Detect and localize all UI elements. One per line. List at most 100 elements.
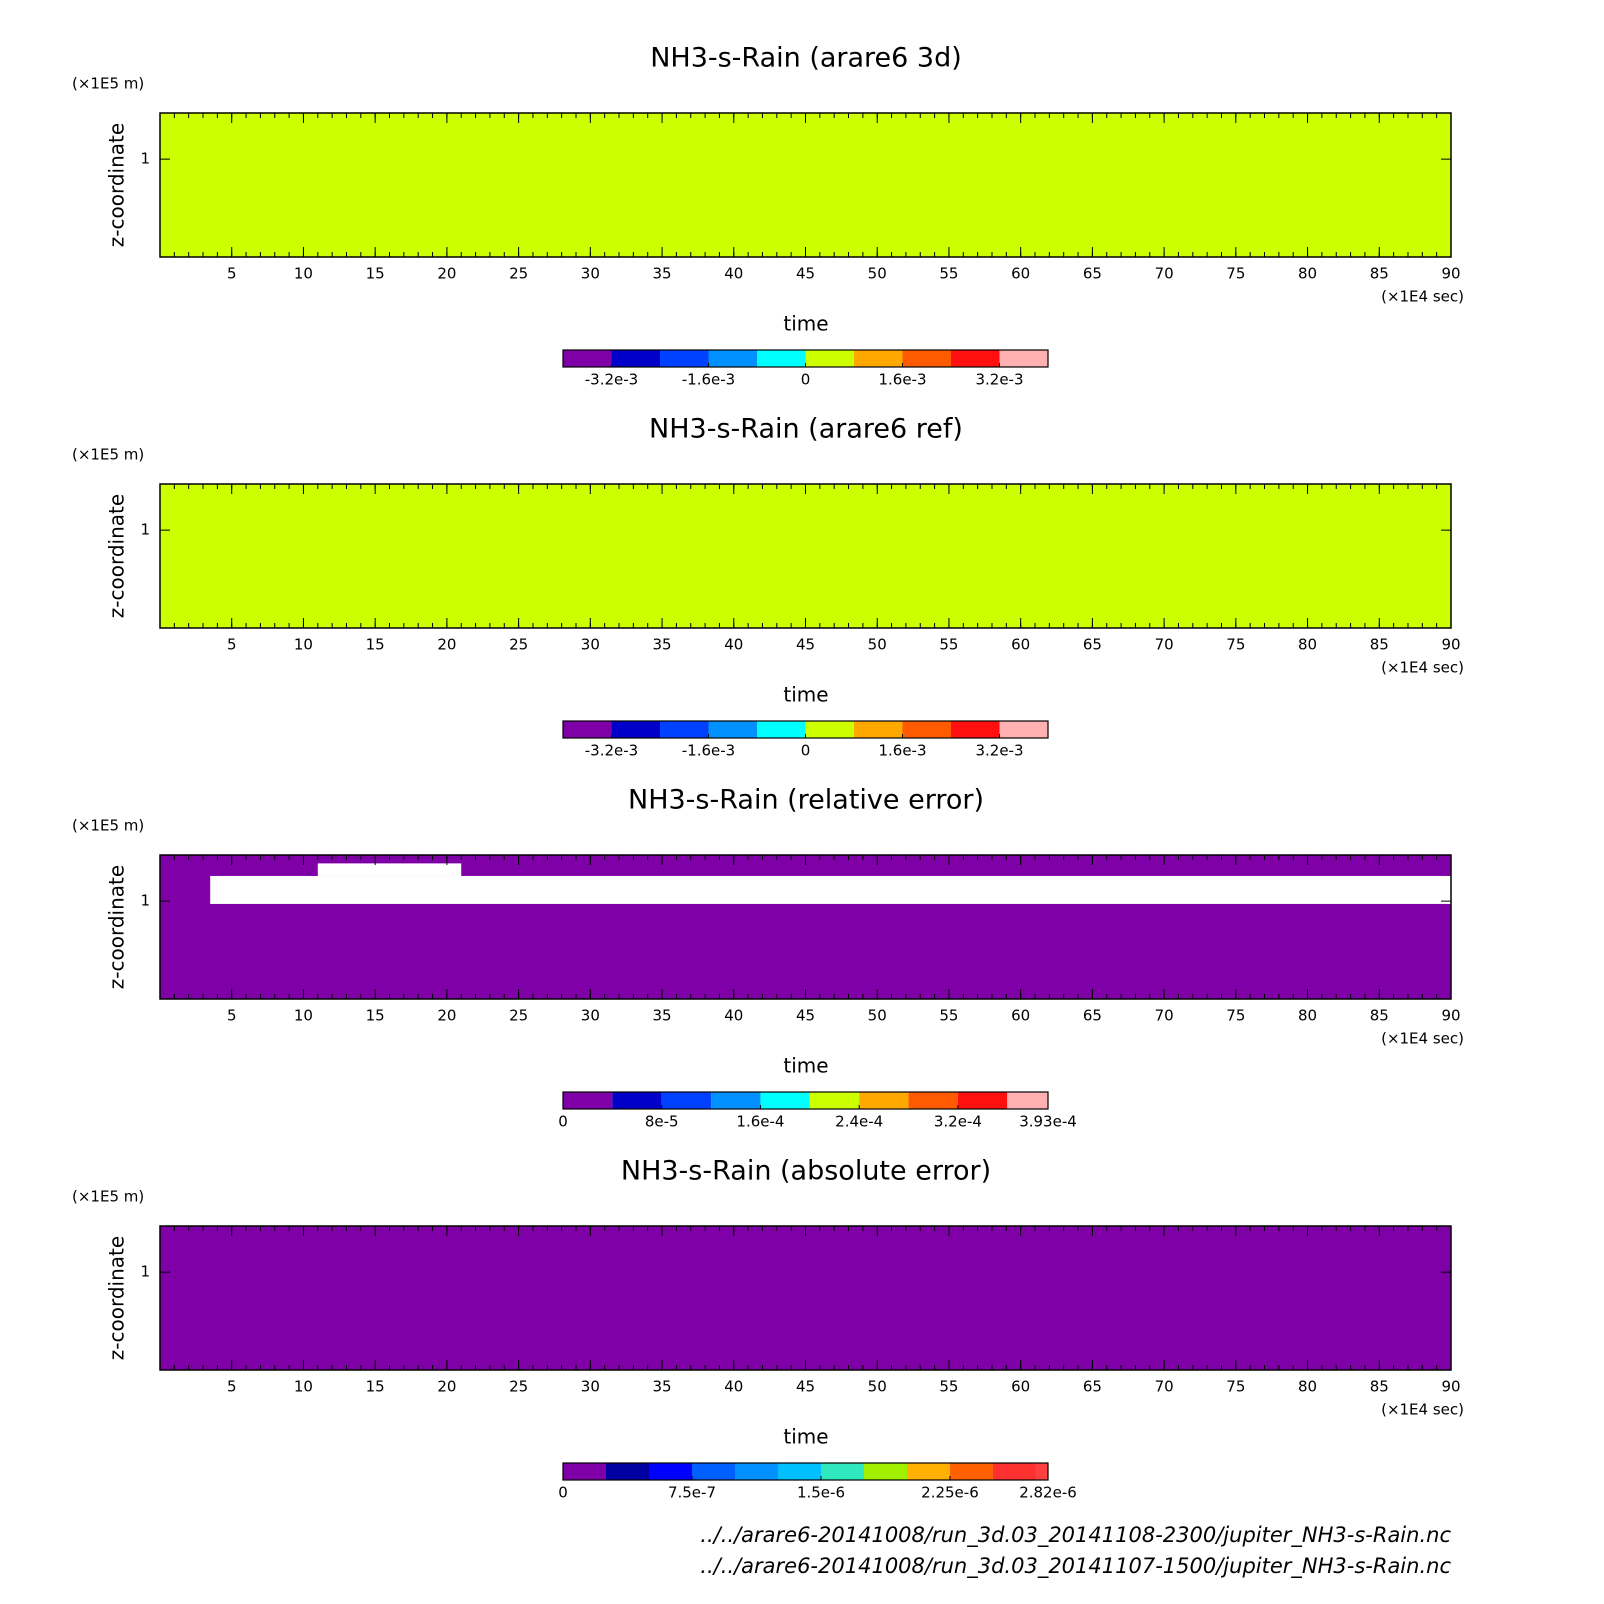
x-tick-label: 5 bbox=[227, 265, 237, 283]
colorbar-bin bbox=[859, 1092, 909, 1109]
x-tick-label: 25 bbox=[509, 1378, 528, 1396]
x-axis-label: time bbox=[783, 1425, 828, 1449]
x-axis-label: time bbox=[783, 1054, 828, 1078]
y-axis-label: z-coordinate bbox=[105, 865, 129, 989]
colorbar-bin bbox=[908, 1092, 958, 1109]
colorbar-bin bbox=[999, 350, 1048, 367]
x-tick-label: 5 bbox=[227, 636, 237, 654]
field-region bbox=[160, 113, 1451, 257]
x-tick-label: 80 bbox=[1298, 1378, 1317, 1396]
colorbar-bin bbox=[992, 1463, 1036, 1480]
x-tick-label: 10 bbox=[294, 1007, 313, 1025]
y-axis-label: z-coordinate bbox=[105, 1236, 129, 1360]
x-tick-label: 85 bbox=[1370, 1378, 1389, 1396]
x-tick-label: 15 bbox=[366, 636, 385, 654]
colorbar-tick-label: 3.2e-3 bbox=[975, 371, 1023, 389]
x-tick-label: 90 bbox=[1441, 1378, 1460, 1396]
field-region bbox=[210, 875, 1451, 904]
x-tick-label: 30 bbox=[581, 265, 600, 283]
x-axis-label: time bbox=[783, 312, 828, 336]
colorbar-tick-label: 8e-5 bbox=[645, 1113, 679, 1131]
x-tick-label: 75 bbox=[1226, 1378, 1245, 1396]
x-tick-label: 55 bbox=[939, 1007, 958, 1025]
colorbar-frame bbox=[562, 1091, 1049, 1110]
x-tick-label: 65 bbox=[1083, 636, 1102, 654]
x-tick-label: 5 bbox=[227, 1007, 237, 1025]
colorbar-tick-label: 3.2e-3 bbox=[975, 742, 1023, 760]
x-axis-label: time bbox=[783, 683, 828, 707]
x-tick-label: 15 bbox=[366, 1378, 385, 1396]
colorbar-bin bbox=[660, 350, 709, 367]
y-tick-label: 1 bbox=[140, 521, 150, 539]
colorbar-tick-label: 0 bbox=[801, 742, 811, 760]
colorbar-bin bbox=[949, 1463, 993, 1480]
colorbar-frame bbox=[562, 1462, 1049, 1481]
colorbar-tick-label: -1.6e-3 bbox=[682, 742, 735, 760]
colorbar-bin bbox=[854, 721, 903, 738]
colorbar-bin bbox=[612, 1092, 662, 1109]
x-tick-label: 25 bbox=[509, 265, 528, 283]
x-tick-label: 40 bbox=[724, 1378, 743, 1396]
colorbar-tick-label: -3.2e-3 bbox=[585, 371, 638, 389]
colorbar-tick-label: 0 bbox=[558, 1484, 568, 1502]
field-region bbox=[160, 1226, 1451, 1370]
colorbar-bin bbox=[809, 1092, 860, 1109]
y-tick-label: 1 bbox=[140, 1263, 150, 1281]
panel-title: NH3-s-Rain (arare6 3d) bbox=[650, 43, 962, 74]
x-tick-label: 35 bbox=[653, 1378, 672, 1396]
colorbar-bin bbox=[708, 350, 757, 367]
y-unit: (×1E5 m) bbox=[72, 1188, 144, 1206]
colorbar-bin bbox=[902, 350, 951, 367]
colorbar-tick-label: 3.93e-4 bbox=[1019, 1113, 1077, 1131]
colorbar-bin bbox=[691, 1463, 735, 1480]
x-tick-label: 55 bbox=[939, 265, 958, 283]
colorbar-bin bbox=[661, 1092, 712, 1109]
x-tick-label: 60 bbox=[1011, 1378, 1030, 1396]
colorbar-bin bbox=[563, 721, 612, 738]
y-unit: (×1E5 m) bbox=[72, 75, 144, 93]
colorbar-bin bbox=[563, 350, 612, 367]
colorbar-bin bbox=[805, 721, 854, 738]
x-tick-label: 35 bbox=[653, 1007, 672, 1025]
colorbar-tick-label: 2.4e-4 bbox=[835, 1113, 883, 1131]
colorbar-tick-label: 1.6e-3 bbox=[878, 742, 926, 760]
x-tick-label: 45 bbox=[796, 1007, 815, 1025]
colorbar-bin bbox=[951, 350, 1000, 367]
colorbar-tick-label: 1.5e-6 bbox=[797, 1484, 845, 1502]
x-tick-label: 85 bbox=[1370, 265, 1389, 283]
x-tick-label: 70 bbox=[1155, 265, 1174, 283]
colorbar-bin bbox=[777, 1463, 821, 1480]
colorbar-tick-label: 3.2e-4 bbox=[934, 1113, 982, 1131]
x-tick-label: 60 bbox=[1011, 1007, 1030, 1025]
x-tick-label: 75 bbox=[1226, 1007, 1245, 1025]
x-tick-label: 10 bbox=[294, 1378, 313, 1396]
colorbar-bin bbox=[820, 1463, 864, 1480]
colorbar-tick-label: 0 bbox=[558, 1113, 568, 1131]
x-tick-label: 65 bbox=[1083, 265, 1102, 283]
y-unit: (×1E5 m) bbox=[72, 817, 144, 835]
colorbar-tick-label: 1.6e-3 bbox=[878, 371, 926, 389]
colorbar-tick-label: 1.6e-4 bbox=[736, 1113, 784, 1131]
y-tick-label: 1 bbox=[140, 892, 150, 910]
colorbar-bin bbox=[711, 1092, 761, 1109]
colorbar-bin bbox=[957, 1092, 1008, 1109]
x-tick-label: 90 bbox=[1441, 636, 1460, 654]
x-tick-label: 65 bbox=[1083, 1007, 1102, 1025]
x-tick-label: 80 bbox=[1298, 1007, 1317, 1025]
y-unit: (×1E5 m) bbox=[72, 446, 144, 464]
x-tick-label: 65 bbox=[1083, 1378, 1102, 1396]
field-region bbox=[160, 484, 1451, 628]
colorbar-bin bbox=[999, 721, 1048, 738]
x-tick-label: 40 bbox=[724, 636, 743, 654]
x-tick-label: 55 bbox=[939, 636, 958, 654]
x-tick-label: 40 bbox=[724, 1007, 743, 1025]
colorbar-tick-label: 2.82e-6 bbox=[1019, 1484, 1077, 1502]
colorbar-bin bbox=[863, 1463, 907, 1480]
x-tick-label: 30 bbox=[581, 1007, 600, 1025]
x-tick-label: 80 bbox=[1298, 636, 1317, 654]
x-unit: (×1E4 sec) bbox=[1381, 1401, 1464, 1419]
x-tick-label: 5 bbox=[227, 1378, 237, 1396]
y-tick-label: 1 bbox=[140, 150, 150, 168]
x-tick-label: 50 bbox=[868, 636, 887, 654]
x-tick-label: 30 bbox=[581, 1378, 600, 1396]
